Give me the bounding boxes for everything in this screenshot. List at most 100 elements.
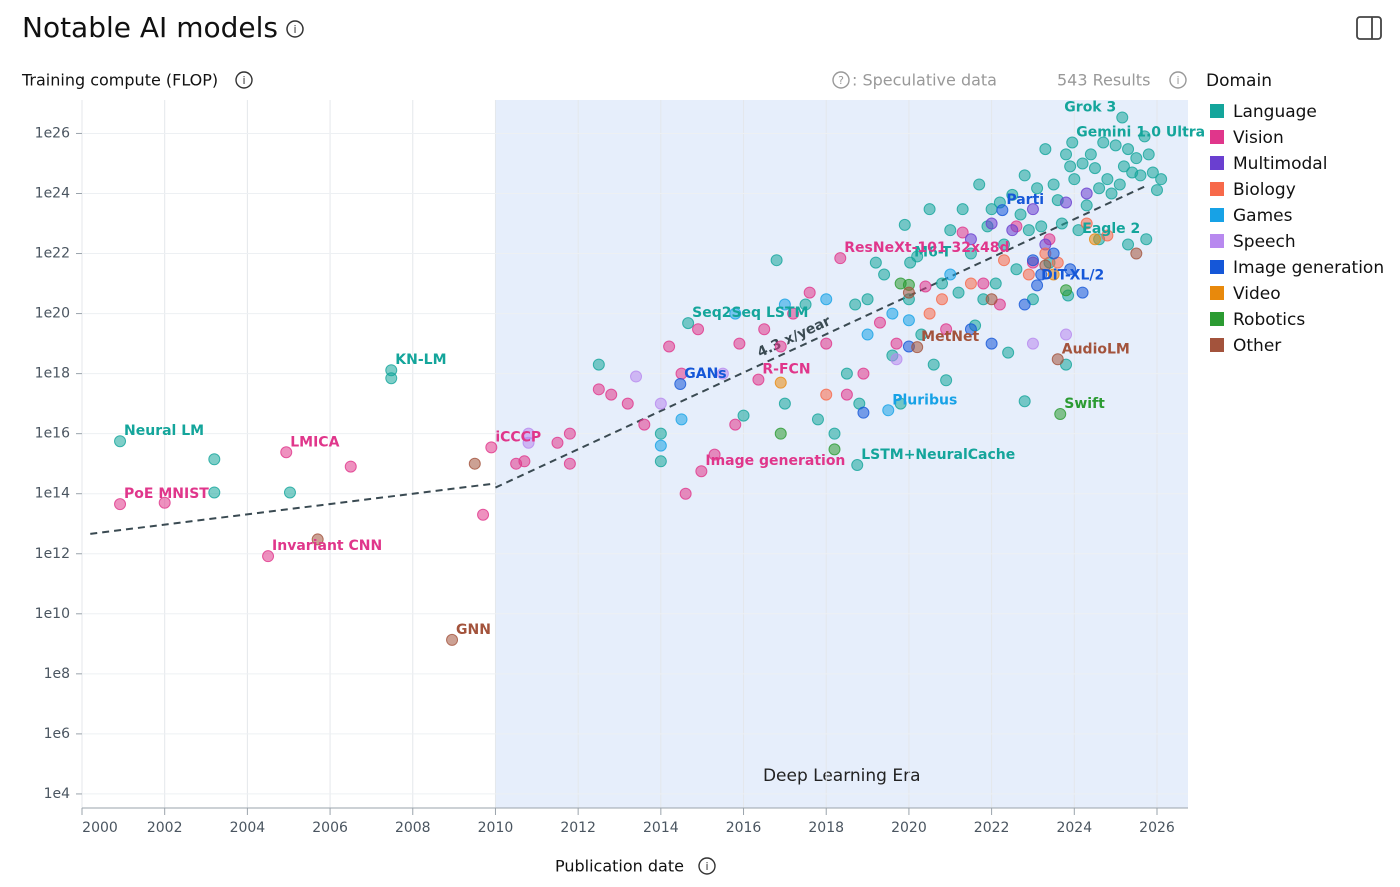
legend-label[interactable]: Speech — [1233, 232, 1296, 252]
data-point — [1084, 148, 1097, 161]
labels-layer: Neural LM KN-LM Seq2Seq LSTM LSTM+NeuralCac… — [124, 99, 1205, 637]
data-point — [915, 328, 928, 341]
info-icon[interactable]: i — [286, 20, 304, 38]
x-tick-label: 2020 — [891, 820, 927, 836]
data-point — [1006, 224, 1019, 237]
data-point — [663, 340, 676, 353]
y-axis-label: Training compute (FLOP) — [21, 71, 218, 90]
data-point — [1018, 298, 1031, 311]
point-label: R-FCN — [762, 362, 810, 378]
y-tick-label: 1e24 — [35, 185, 70, 201]
data-point — [280, 446, 293, 459]
point-label: iCCCP — [495, 429, 541, 445]
legend-swatch[interactable] — [1210, 130, 1224, 144]
data-point — [828, 443, 841, 456]
data-point — [882, 404, 895, 417]
speculative-note: : Speculative data — [852, 71, 997, 90]
legend-swatch[interactable] — [1210, 104, 1224, 118]
data-point — [857, 367, 870, 380]
point-label: KN-LM — [395, 352, 446, 368]
legend-swatch[interactable] — [1210, 182, 1224, 196]
data-point — [692, 323, 705, 336]
legend-swatch[interactable] — [1210, 234, 1224, 248]
sidebar-toggle[interactable] — [1356, 16, 1382, 40]
data-point — [708, 448, 721, 461]
legend-label[interactable]: Video — [1233, 284, 1281, 304]
data-point — [1142, 148, 1155, 161]
data-point — [886, 307, 899, 320]
legend-swatch[interactable] — [1210, 156, 1224, 170]
data-point — [869, 256, 882, 269]
data-point — [682, 317, 695, 330]
data-point — [485, 441, 498, 454]
x-tick-label: 2016 — [726, 820, 762, 836]
data-point — [729, 307, 742, 320]
legend-label[interactable]: Vision — [1233, 128, 1284, 148]
data-point — [911, 341, 924, 354]
point-label: Swift — [1064, 396, 1105, 412]
legend-label[interactable]: Image generation — [1233, 258, 1384, 278]
legend-layer: Language Vision Multimodal Biology Games Spee… — [1210, 102, 1384, 356]
info-icon[interactable]: i — [698, 857, 716, 875]
point-label: M6-T — [914, 245, 951, 261]
info-icon[interactable]: i — [1169, 71, 1187, 89]
legend-swatch[interactable] — [1210, 338, 1224, 352]
point-label: DiT-XL/2 — [1041, 267, 1104, 283]
legend-label[interactable]: Robotics — [1233, 310, 1305, 330]
y-tick-label: 1e18 — [35, 366, 70, 382]
y-tick-label: 1e20 — [35, 306, 70, 322]
data-point — [944, 268, 957, 281]
data-point — [262, 550, 275, 563]
data-point — [1066, 136, 1079, 149]
data-point — [964, 277, 977, 290]
point-label: MetNet — [921, 329, 979, 345]
data-point — [737, 409, 750, 422]
data-point — [283, 486, 296, 499]
data-point — [964, 247, 977, 260]
data-point — [208, 453, 221, 466]
data-point — [654, 455, 667, 468]
info-icon[interactable]: i — [235, 71, 253, 89]
data-point — [1117, 160, 1130, 173]
data-point — [902, 286, 915, 299]
data-point — [1116, 111, 1129, 124]
data-point — [522, 436, 535, 449]
data-point — [1064, 263, 1077, 276]
legend-label[interactable]: Multimodal — [1233, 154, 1327, 174]
data-point — [1047, 268, 1060, 281]
legend-swatch[interactable] — [1210, 312, 1224, 326]
data-point — [1018, 169, 1031, 182]
point-label: Neural LM — [124, 423, 204, 439]
data-point — [811, 413, 824, 426]
data-point — [1146, 166, 1159, 179]
data-point — [1140, 233, 1153, 246]
data-point — [935, 293, 948, 306]
data-point — [1088, 162, 1101, 175]
data-point — [890, 337, 903, 350]
point-label: ResNeXt-101 32x48d — [844, 240, 1009, 256]
legend-swatch[interactable] — [1210, 208, 1224, 222]
data-point — [114, 498, 127, 511]
legend-swatch[interactable] — [1210, 260, 1224, 274]
y-tick-label: 1e14 — [35, 486, 70, 502]
data-point — [873, 316, 886, 329]
legend-label[interactable]: Other — [1233, 336, 1281, 356]
legend-swatch[interactable] — [1210, 286, 1224, 300]
data-point — [477, 508, 490, 521]
data-point — [770, 254, 783, 267]
data-point — [840, 388, 853, 401]
legend-label[interactable]: Biology — [1233, 180, 1296, 200]
data-point — [956, 203, 969, 216]
legend-label[interactable]: Games — [1233, 206, 1293, 226]
results-count: 543 Results — [1057, 71, 1150, 90]
y-tick-label: 1e16 — [35, 426, 70, 442]
data-point — [1051, 353, 1064, 366]
region-label: Deep Learning Era — [763, 766, 921, 786]
legend-label[interactable]: Language — [1233, 102, 1317, 122]
data-point — [840, 367, 853, 380]
data-point — [446, 633, 459, 646]
region-layer: Deep Learning Era — [495, 100, 1188, 808]
data-point — [344, 460, 357, 473]
data-point — [1060, 284, 1073, 297]
data-point — [940, 374, 953, 387]
